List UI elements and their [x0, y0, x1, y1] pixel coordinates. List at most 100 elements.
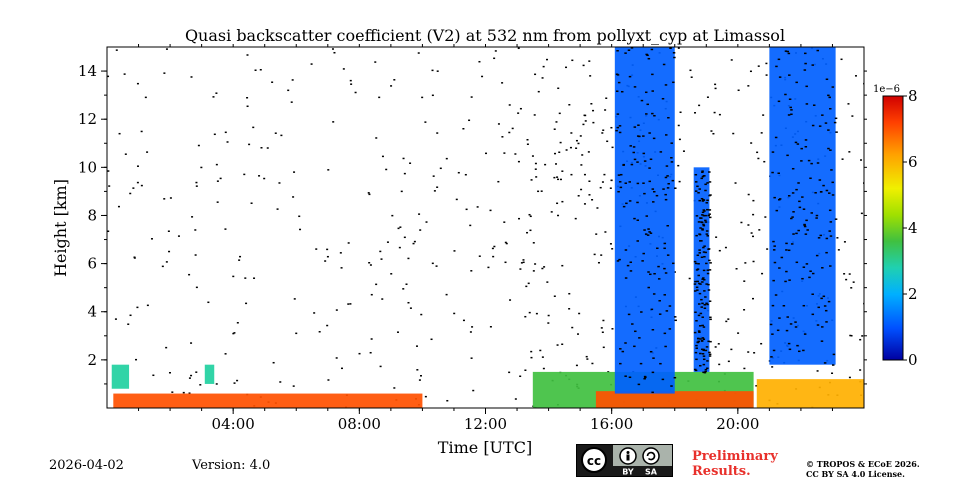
- noise-dot: [851, 115, 854, 117]
- column-speckle: [652, 190, 656, 193]
- colorbar-tick-label: 0: [908, 351, 918, 369]
- noise-dot: [543, 266, 546, 268]
- noise-dot: [135, 358, 138, 361]
- noise-dot: [501, 136, 504, 138]
- noise-dot: [405, 283, 408, 285]
- noise-dot: [497, 123, 500, 125]
- noise-dot: [347, 303, 350, 305]
- column-speckle: [812, 104, 816, 106]
- noise-dot: [478, 60, 481, 63]
- noise-dot: [570, 132, 573, 134]
- noise-dot: [591, 362, 594, 365]
- column-speckle: [707, 283, 710, 286]
- column-speckle: [828, 209, 832, 212]
- noise-dot: [333, 51, 336, 54]
- noise-dot: [561, 264, 564, 267]
- column-speckle: [646, 54, 649, 57]
- column-speckle: [624, 249, 628, 251]
- noise-dot: [127, 323, 130, 325]
- noise-dot: [163, 72, 166, 74]
- column-speckle: [632, 151, 635, 154]
- column-speckle: [694, 173, 698, 176]
- x-tick-label: 08:00: [338, 415, 381, 433]
- noise-dot: [845, 278, 848, 281]
- noise-dot: [224, 131, 227, 134]
- column-speckle: [809, 270, 812, 272]
- noise-dot: [266, 147, 269, 149]
- noise-dot: [816, 370, 819, 372]
- noise-dot: [168, 250, 171, 253]
- noise-dot: [580, 188, 583, 191]
- column-speckle: [816, 49, 820, 52]
- column-speckle: [629, 261, 633, 263]
- column-speckle: [797, 229, 800, 232]
- y-tick-label: 10: [78, 158, 97, 176]
- column-speckle: [772, 349, 776, 352]
- noise-dot: [108, 185, 111, 187]
- noise-dot: [582, 64, 585, 67]
- noise-dot: [167, 230, 170, 232]
- column-speckle: [825, 189, 829, 192]
- copyright-line-1: © TROPOS & ECoE 2026.: [806, 459, 920, 469]
- noise-dot: [393, 79, 396, 81]
- column-speckle: [648, 167, 651, 169]
- noise-dot: [522, 261, 525, 264]
- noise-dot: [238, 259, 241, 261]
- noise-dot: [836, 237, 839, 239]
- noise-dot: [470, 357, 473, 359]
- column-speckle: [825, 251, 828, 254]
- noise-dot: [324, 260, 327, 262]
- column-speckle: [774, 136, 778, 139]
- column-speckle: [708, 353, 712, 356]
- column-speckle: [663, 294, 667, 296]
- noise-dot: [453, 250, 456, 252]
- noise-dot: [604, 109, 607, 111]
- column-speckle: [694, 369, 698, 372]
- noise-dot: [259, 68, 262, 71]
- column-speckle: [811, 124, 815, 127]
- column-speckle: [667, 116, 670, 119]
- column-speckle: [649, 350, 653, 353]
- column-speckle: [630, 163, 634, 166]
- column-speckle: [648, 132, 651, 134]
- noise-dot: [194, 229, 197, 231]
- noise-dot: [326, 248, 329, 251]
- noise-dot: [580, 164, 583, 166]
- x-axis-label: Time [UTC]: [438, 438, 532, 457]
- noise-dot: [765, 74, 768, 76]
- noise-dot: [595, 233, 598, 235]
- noise-dot: [391, 214, 394, 217]
- column-speckle: [701, 316, 704, 318]
- column-speckle: [702, 277, 705, 279]
- noise-dot: [464, 173, 467, 176]
- noise-dot: [575, 364, 578, 367]
- column-speckle: [702, 198, 705, 201]
- column-speckle: [646, 103, 649, 106]
- noise-dot: [706, 96, 709, 98]
- column-speckle: [792, 233, 795, 235]
- column-speckle: [790, 243, 794, 245]
- noise-dot: [553, 176, 556, 179]
- noise-dot: [715, 236, 718, 238]
- noise-dot: [335, 309, 338, 311]
- license-by-label: BY: [622, 468, 634, 477]
- column-speckle: [698, 199, 701, 202]
- column-speckle: [695, 358, 698, 361]
- noise-dot: [492, 255, 495, 258]
- noise-dot: [561, 170, 564, 172]
- noise-dot: [860, 159, 863, 161]
- column-speckle: [666, 175, 669, 177]
- column-speckle: [616, 260, 620, 262]
- column-speckle: [701, 214, 704, 216]
- column-speckle: [697, 262, 700, 265]
- noise-dot: [556, 176, 559, 178]
- column-speckle: [773, 196, 776, 199]
- noise-dot: [546, 281, 549, 283]
- column-speckle: [649, 232, 653, 234]
- column-speckle: [814, 192, 817, 194]
- noise-dot: [582, 123, 585, 126]
- column-speckle: [704, 189, 707, 192]
- column-speckle: [694, 190, 698, 192]
- column-speckle: [670, 161, 674, 163]
